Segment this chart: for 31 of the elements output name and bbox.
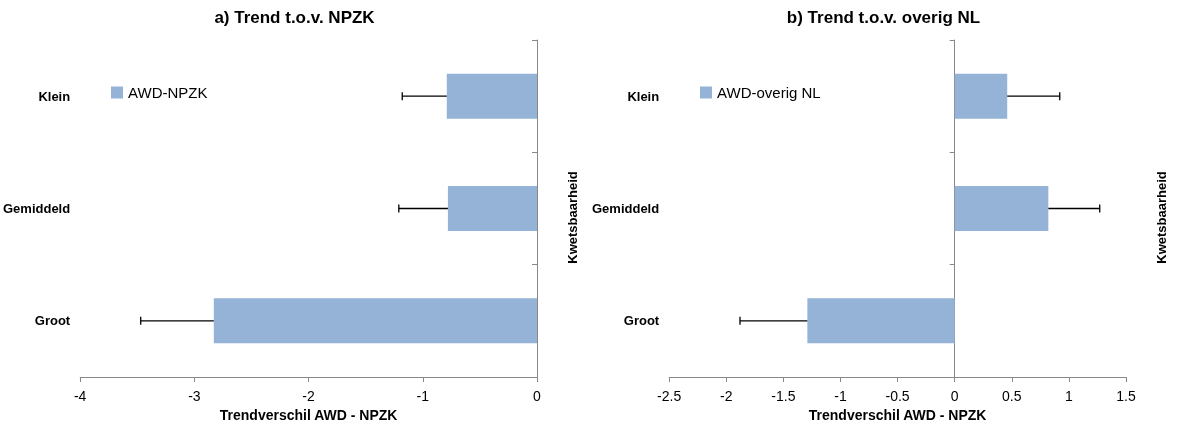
y-axis-title: Kwetsbaarheid: [565, 171, 580, 264]
y-tick-label: Groot: [623, 313, 660, 329]
chart-title: b) Trend t.o.v. overig NL: [786, 8, 981, 27]
x-tick-label: -4: [73, 388, 87, 404]
legend-label: AWD-overig NL: [717, 84, 821, 101]
x-tick-label: 1.5: [1116, 388, 1136, 404]
y-tick-label: Klein: [38, 88, 71, 104]
x-tick-label: -1.5: [771, 388, 796, 404]
x-tick-label: 0: [533, 388, 542, 404]
y-tick-label: Groot: [34, 313, 71, 329]
x-tick-label: 0.5: [1002, 388, 1022, 404]
bar: [807, 298, 955, 344]
x-tick-label: -2: [720, 388, 733, 404]
x-tick-label: 1: [1065, 388, 1073, 404]
x-tick-label: 0: [950, 388, 959, 404]
y-tick-label: Gemiddeld: [2, 201, 71, 216]
x-tick-label: -3: [188, 388, 201, 404]
y-axis-title: Kwetsbaarheid: [1154, 171, 1169, 264]
y-tick-label: Gemiddeld: [591, 201, 660, 216]
x-tick-label: -2.5: [657, 388, 682, 404]
bar: [954, 73, 1008, 119]
y-tick-label: Klein: [627, 88, 660, 104]
bar: [954, 186, 1049, 231]
x-axis-title: Trendverschil AWD - NPZK: [219, 406, 398, 423]
x-axis-title: Trendverschil AWD - NPZK: [808, 406, 987, 423]
x-tick-label: -2: [302, 388, 316, 404]
x-tick-label: -1: [834, 388, 847, 404]
x-tick-label: -1: [416, 388, 430, 404]
chart-title: a) Trend t.o.v. NPZK: [214, 8, 376, 27]
legend-label: AWD-NPZK: [128, 84, 208, 101]
x-tick-label: -0.5: [885, 388, 910, 404]
